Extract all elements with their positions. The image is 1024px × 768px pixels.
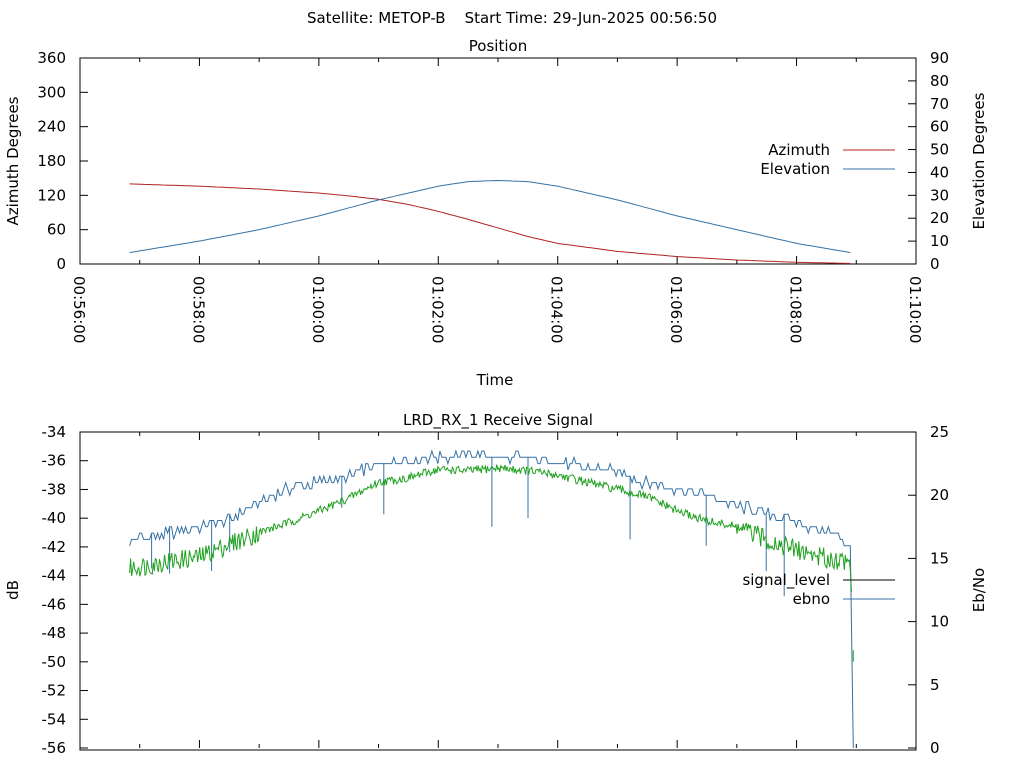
- x-tick-label: 01:08:00: [787, 276, 805, 343]
- series-line-azimuth: [129, 183, 851, 264]
- y2-tick-label: 0: [930, 739, 940, 757]
- x-tick-label: 00:56:00: [70, 276, 88, 343]
- position-chart: Position 0 60 120 180 240 300 360 0 10 20 30 40 50 60 7…: [4, 37, 988, 389]
- y-tick-label: 240: [37, 118, 66, 136]
- y2-axis-label: Elevation Degrees: [970, 92, 988, 229]
- y-axis-label: dB: [4, 580, 22, 600]
- y-tick-label: -54: [42, 710, 67, 728]
- y-tick-label: -48: [42, 624, 67, 642]
- receive-signal-chart: LRD_RX_1 Receive Signal -56 -54 -52 -50 -48 -4…: [4, 411, 988, 757]
- y2-tick-label: 20: [930, 486, 949, 504]
- y-tick-label: 120: [37, 186, 66, 204]
- legend-label-signal-level: signal_level: [742, 571, 830, 590]
- y-tick-label: -38: [42, 480, 67, 498]
- legend-label-elevation: Elevation: [760, 160, 830, 178]
- series-line-elevation: [129, 179, 851, 254]
- x-axis-label: Time: [476, 371, 514, 389]
- y-tick-label: -36: [42, 452, 67, 470]
- x-tick-label: 01:06:00: [667, 276, 685, 343]
- chart-title: LRD_RX_1 Receive Signal: [403, 411, 593, 430]
- y-tick-label: -40: [42, 509, 67, 527]
- y-tick-label: -50: [42, 653, 67, 671]
- x-tick-label: 01:10:00: [906, 276, 924, 343]
- y-tick-label: 360: [37, 49, 66, 67]
- chart-title: Position: [469, 37, 527, 55]
- legend-label-azimuth: Azimuth: [768, 141, 830, 159]
- figure-title: Satellite: METOP-B Start Time: 29-Jun-20…: [307, 9, 717, 27]
- y2-tick-label: 5: [930, 676, 940, 694]
- y2-tick-label: 50: [930, 141, 949, 159]
- y-tick-label: -46: [42, 595, 67, 613]
- y2-tick-label: 25: [930, 423, 949, 441]
- y-tick-label: 0: [56, 255, 66, 273]
- series-line-ebno: [129, 449, 854, 749]
- y2-tick-label: 15: [930, 549, 949, 567]
- y2-tick-label: 70: [930, 95, 949, 113]
- y-tick-label: -42: [42, 538, 67, 556]
- plot-frame: [79, 431, 917, 751]
- y2-tick-label: 60: [930, 118, 949, 136]
- y2-tick-label: 40: [930, 163, 949, 181]
- y2-tick-label: 20: [930, 209, 949, 227]
- y-tick-label: -34: [42, 423, 67, 441]
- y2-axis-label: Eb/No: [970, 568, 988, 612]
- y2-tick-label: 10: [930, 613, 949, 631]
- y-tick-label: 300: [37, 83, 66, 101]
- y2-tick-label: 90: [930, 49, 949, 67]
- x-tick-label: 01:04:00: [548, 276, 566, 343]
- y2-tick-label: 30: [930, 186, 949, 204]
- y-axis-label: Azimuth Degrees: [4, 96, 22, 225]
- x-tick-label: 01:02:00: [428, 276, 446, 343]
- y2-tick-label: 10: [930, 232, 949, 250]
- series-line-signal-level: [129, 464, 854, 662]
- x-tick-label: 00:58:00: [189, 276, 207, 343]
- y-tick-label: -44: [42, 567, 67, 585]
- y-tick-label: 60: [47, 221, 66, 239]
- legend-label-ebno: ebno: [793, 590, 830, 608]
- y-tick-label: -56: [42, 739, 67, 757]
- x-tick-label: 01:00:00: [309, 276, 327, 343]
- y-tick-label: -52: [42, 682, 67, 700]
- y-tick-label: 180: [37, 152, 66, 170]
- y2-tick-label: 80: [930, 72, 949, 90]
- y2-tick-label: 0: [930, 255, 940, 273]
